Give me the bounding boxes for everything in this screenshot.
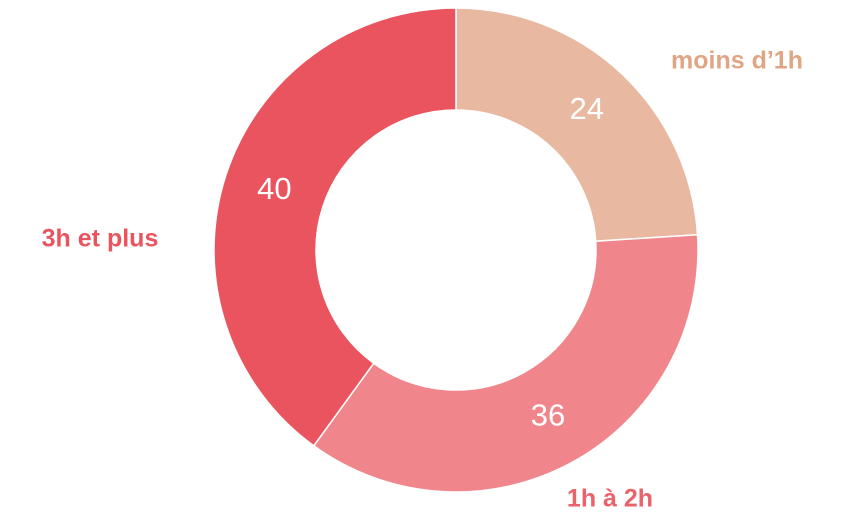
donut-slice bbox=[213, 7, 457, 447]
category-label: moins d’1h bbox=[671, 47, 803, 75]
value-label: 36 bbox=[531, 398, 565, 433]
category-label: 1h à 2h bbox=[567, 485, 653, 513]
value-label: 24 bbox=[570, 91, 604, 126]
category-label: 3h et plus bbox=[42, 225, 159, 253]
donut-slice bbox=[312, 234, 699, 493]
donut-slice bbox=[455, 7, 699, 243]
value-label: 40 bbox=[257, 171, 291, 206]
